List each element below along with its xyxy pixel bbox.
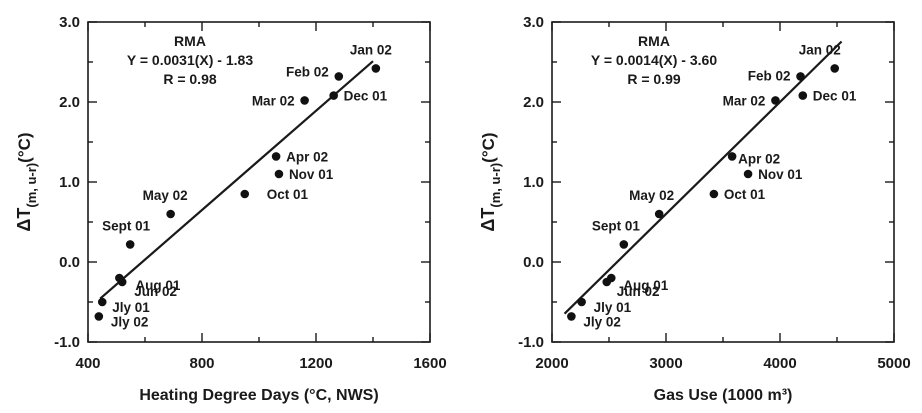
point-label-jly-01: Jly 01 xyxy=(112,300,150,315)
data-point-jly-01 xyxy=(577,297,586,307)
point-label-nov-01: Nov 01 xyxy=(758,167,803,182)
x-tick-label: 800 xyxy=(189,355,214,372)
y-tick-label: 1.0 xyxy=(59,174,80,191)
point-label-jun-02: Jun 02 xyxy=(617,284,660,299)
point-label-oct-01: Oct 01 xyxy=(267,187,309,202)
x-tick-label: 4000 xyxy=(763,355,796,372)
point-label-aug-01: Aug 01 xyxy=(623,278,669,293)
y-tick-label: 3.0 xyxy=(523,14,544,31)
y-axis-title: ΔT(m, u-r)(°C) xyxy=(14,132,39,231)
data-point-apr-02 xyxy=(727,152,737,161)
data-point-jly-02 xyxy=(567,312,576,321)
y-axis-title: ΔT(m, u-r)(°C) xyxy=(478,132,503,231)
point-label-jly-01: Jly 01 xyxy=(594,300,632,315)
data-point-jly-01 xyxy=(97,297,107,307)
point-label-nov-01: Nov 01 xyxy=(289,167,334,182)
data-point-feb-02 xyxy=(796,72,805,81)
data-point-may-02 xyxy=(166,209,175,219)
plot-frame xyxy=(551,21,895,343)
point-label-feb-02: Feb 02 xyxy=(286,64,329,79)
data-point-feb-02 xyxy=(334,72,344,81)
data-point-nov-01 xyxy=(743,169,753,179)
data-point-sept-01 xyxy=(619,240,629,249)
regression-annotation-line: Y = 0.0031(X) - 1.83 xyxy=(127,52,253,68)
point-label-may-02: May 02 xyxy=(629,188,674,203)
point-label-sept-01: Sept 01 xyxy=(592,218,641,233)
y-tick-label: -1.0 xyxy=(518,334,544,351)
data-point-nov-01 xyxy=(274,169,284,179)
point-label-may-02: May 02 xyxy=(143,188,188,203)
regression-annotation-line: Y = 0.0014(X) - 3.60 xyxy=(591,52,717,68)
y-tick-label: 2.0 xyxy=(59,94,80,111)
data-point-dec-01 xyxy=(798,91,808,100)
rma-fit-line xyxy=(99,60,374,300)
data-point-may-02 xyxy=(654,209,664,219)
point-label-oct-01: Oct 01 xyxy=(724,187,766,202)
point-label-dec-01: Dec 01 xyxy=(813,89,857,104)
chart-panel-1: -1.0 0.0 1.0 2.0 3.0 400 800 1200 1600 Heating De… xyxy=(14,14,447,404)
x-tick-label: 400 xyxy=(75,355,100,372)
y-tick-label: 0.0 xyxy=(59,254,80,271)
data-point-jun-02 xyxy=(117,277,127,287)
point-label-sept-01: Sept 01 xyxy=(102,218,151,233)
data-point-mar-02 xyxy=(300,96,309,105)
x-axis-title: Heating Degree Days (°C, NWS) xyxy=(139,387,378,404)
point-label-jly-02: Jly 02 xyxy=(583,314,621,329)
point-label-mar-02: Mar 02 xyxy=(723,93,766,108)
data-point-jly-02 xyxy=(94,312,104,321)
data-point-apr-02 xyxy=(271,152,281,161)
point-label-jan-02: Jan 02 xyxy=(350,42,392,57)
x-tick-label: 1200 xyxy=(299,355,332,372)
x-tick-label: 5000 xyxy=(877,355,910,372)
rma-fit-line xyxy=(563,40,843,315)
regression-annotation-line: RMA xyxy=(638,33,670,49)
regression-annotation-line: R = 0.98 xyxy=(163,71,217,87)
x-axis-title: Gas Use (1000 m³) xyxy=(654,387,793,404)
point-label-aug-01: Aug 01 xyxy=(135,278,181,293)
point-label-jly-02: Jly 02 xyxy=(111,314,149,329)
regression-annotation-line: RMA xyxy=(174,33,206,49)
point-label-apr-02: Apr 02 xyxy=(738,151,780,166)
point-label-dec-01: Dec 01 xyxy=(344,89,388,104)
y-tick-label: 0.0 xyxy=(523,254,544,271)
data-point-sept-01 xyxy=(125,240,135,249)
x-tick-label: 3000 xyxy=(649,355,682,372)
chart-panel-2: -1.0 0.0 1.0 2.0 3.0 2000 3000 4000 5000 Gas Use … xyxy=(478,14,911,404)
data-point-jun-02 xyxy=(602,277,612,287)
data-point-oct-01 xyxy=(240,189,250,199)
data-point-dec-01 xyxy=(329,91,338,100)
data-point-mar-02 xyxy=(771,96,780,105)
x-tick-label: 2000 xyxy=(535,355,568,372)
data-point-jan-02 xyxy=(371,64,381,73)
x-tick-label: 1600 xyxy=(413,355,446,372)
point-label-feb-02: Feb 02 xyxy=(748,68,791,83)
point-label-jun-02: Jun 02 xyxy=(134,284,177,299)
point-label-mar-02: Mar 02 xyxy=(252,93,295,108)
y-tick-label: -1.0 xyxy=(54,334,80,351)
y-tick-label: 1.0 xyxy=(523,174,544,191)
regression-annotation-line: R = 0.99 xyxy=(627,71,681,87)
data-point-jan-02 xyxy=(830,64,840,73)
y-tick-label: 2.0 xyxy=(523,94,544,111)
point-label-jan-02: Jan 02 xyxy=(799,42,841,57)
point-label-apr-02: Apr 02 xyxy=(286,149,328,164)
y-tick-label: 3.0 xyxy=(59,14,80,31)
data-point-oct-01 xyxy=(709,189,719,199)
